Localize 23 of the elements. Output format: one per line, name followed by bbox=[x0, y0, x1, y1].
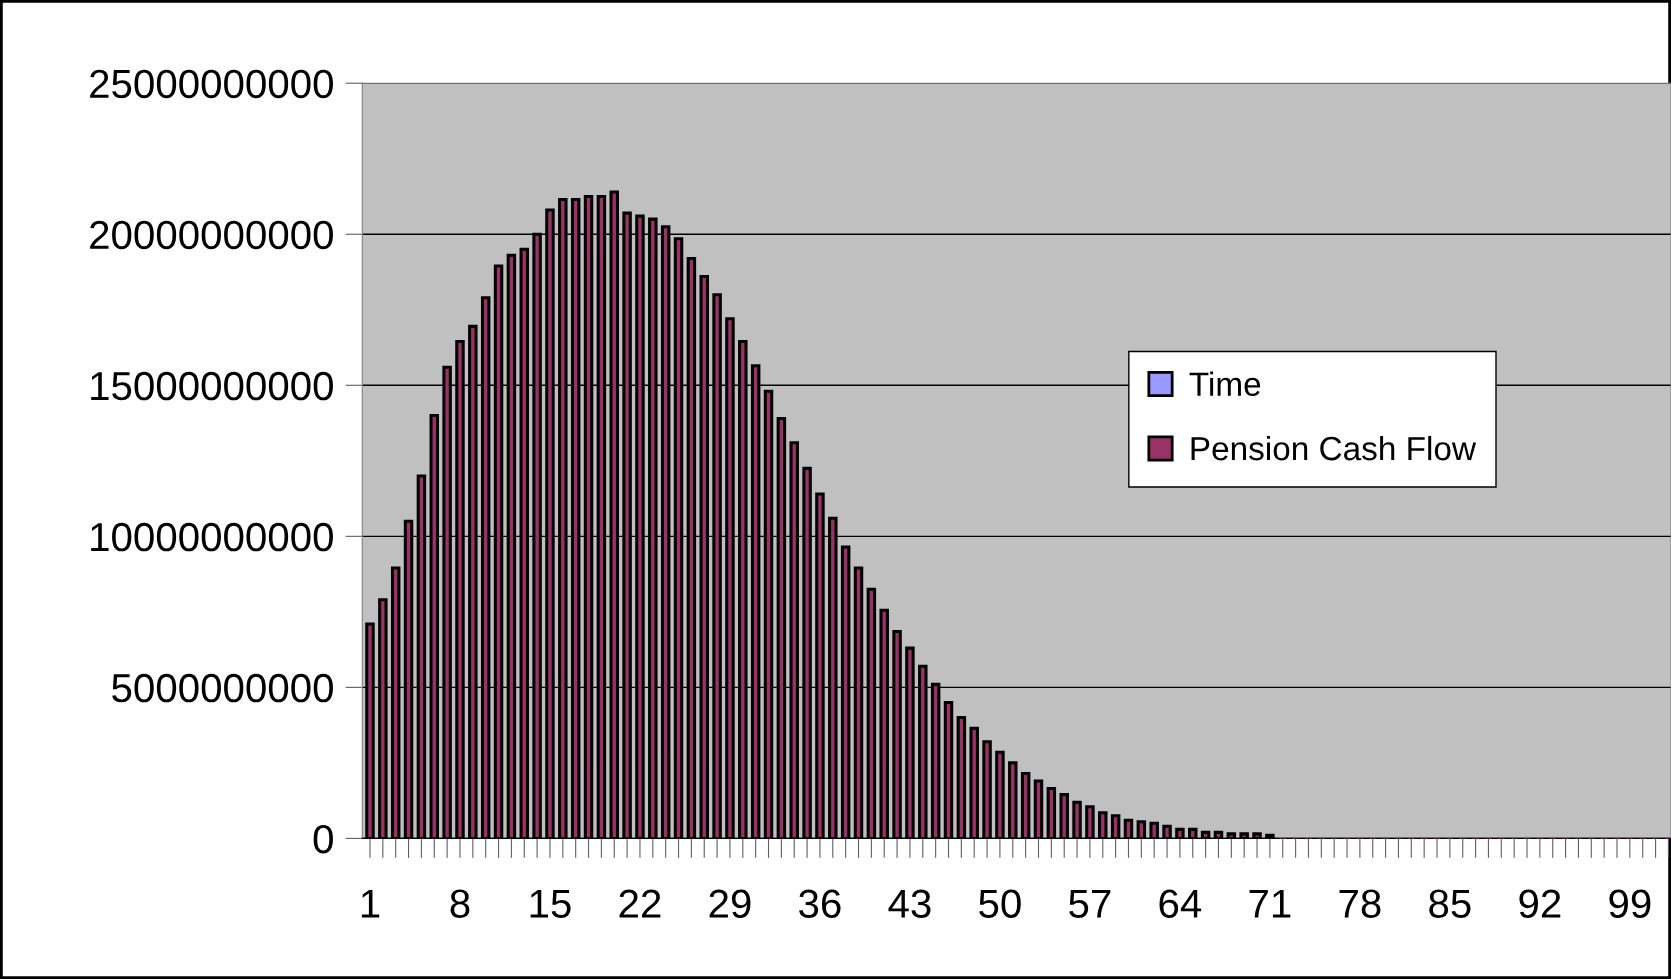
x-tick-label: 71 bbox=[1249, 889, 1291, 918]
x-tick-label: 1 bbox=[361, 889, 380, 918]
x-tick-label: 43 bbox=[888, 889, 931, 918]
y-tick-label: 15000000000 bbox=[91, 371, 333, 401]
x-tick-label: 22 bbox=[619, 889, 661, 918]
x-tick-label: 92 bbox=[1519, 889, 1561, 918]
x-tick-label: 78 bbox=[1339, 889, 1381, 918]
x-tick-label: 64 bbox=[1159, 889, 1202, 918]
y-tick-label: 20000000000 bbox=[90, 220, 333, 250]
x-tick-label: 57 bbox=[1069, 889, 1111, 918]
y-tick-label: 5000000000 bbox=[112, 673, 333, 703]
y-tick-label: 25000000000 bbox=[90, 69, 333, 99]
y-tick-label: 0 bbox=[313, 824, 333, 854]
legend-label: Time bbox=[1189, 371, 1261, 397]
x-tick-label: 36 bbox=[799, 889, 841, 918]
x-tick-label: 85 bbox=[1429, 889, 1471, 918]
x-tick-label: 50 bbox=[979, 889, 1021, 918]
legend-label: Pension Cash Flow bbox=[1191, 435, 1477, 461]
y-tick-label: 10000000000 bbox=[91, 522, 333, 552]
x-tick-label: 99 bbox=[1609, 889, 1651, 918]
x-tick-label: 15 bbox=[530, 889, 571, 918]
x-tick-label: 8 bbox=[450, 889, 470, 918]
x-tick-label: 29 bbox=[709, 889, 751, 918]
